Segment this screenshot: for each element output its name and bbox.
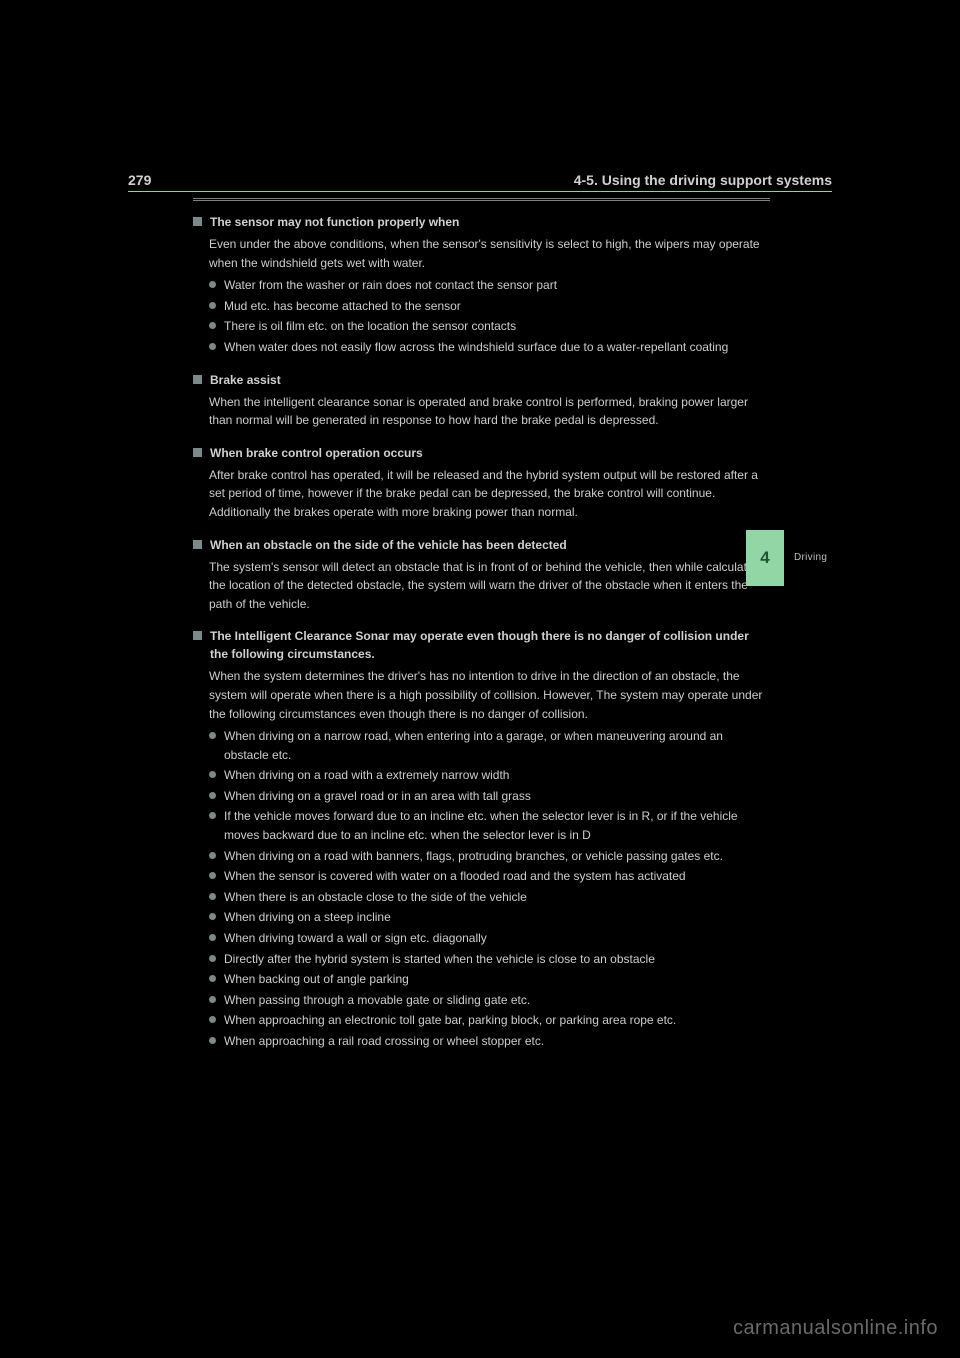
bullet-dot-icon xyxy=(209,812,216,819)
bullet-dot-icon xyxy=(209,975,216,982)
bullet-item: There is oil film etc. on the location t… xyxy=(193,317,770,336)
bullet-item: Directly after the hybrid system is star… xyxy=(193,950,770,969)
bullet-dot-icon xyxy=(209,302,216,309)
heading-item: The Intelligent Clearance Sonar may oper… xyxy=(193,627,770,663)
bullet-text: Water from the washer or rain does not c… xyxy=(224,276,770,295)
heading-text: Brake assist xyxy=(210,371,770,389)
bullet-text: When backing out of angle parking xyxy=(224,970,770,989)
bullet-text: When driving on a narrow road, when ente… xyxy=(224,727,770,764)
bullet-dot-icon xyxy=(209,893,216,900)
bullet-item: When driving on a road with banners, fla… xyxy=(193,847,770,866)
chapter-number: 4 xyxy=(760,548,769,568)
square-marker-icon xyxy=(193,375,202,384)
bullet-dot-icon xyxy=(209,996,216,1003)
bullet-dot-icon xyxy=(209,934,216,941)
watermark: carmanualsonline.info xyxy=(733,1317,938,1340)
bullet-item: When backing out of angle parking xyxy=(193,970,770,989)
bullet-dot-icon xyxy=(209,792,216,799)
heading-text: The Intelligent Clearance Sonar may oper… xyxy=(210,627,770,663)
bullet-text: When driving on a road with a extremely … xyxy=(224,766,770,785)
square-marker-icon xyxy=(193,217,202,226)
page-header: 279 4-5. Using the driving support syste… xyxy=(128,172,832,192)
heading-text: The sensor may not function properly whe… xyxy=(210,213,770,231)
chapter-tab: 4 xyxy=(746,530,784,586)
bullet-dot-icon xyxy=(209,343,216,350)
bullet-text: When water does not easily flow across t… xyxy=(224,338,770,357)
bullet-dot-icon xyxy=(209,1016,216,1023)
bullet-dot-icon xyxy=(209,281,216,288)
bullet-dot-icon xyxy=(209,955,216,962)
bullet-text: When passing through a movable gate or s… xyxy=(224,991,770,1010)
manual-page: 279 4-5. Using the driving support syste… xyxy=(128,172,832,1053)
bullet-item: If the vehicle moves forward due to an i… xyxy=(193,807,770,844)
bullet-item: When water does not easily flow across t… xyxy=(193,338,770,357)
heading-item: The sensor may not function properly whe… xyxy=(193,213,770,231)
heading-item: When an obstacle on the side of the vehi… xyxy=(193,536,770,554)
bullet-text: When the sensor is covered with water on… xyxy=(224,867,770,886)
bullet-dot-icon xyxy=(209,771,216,778)
section-title: 4-5. Using the driving support systems xyxy=(574,172,832,188)
bullet-text: When there is an obstacle close to the s… xyxy=(224,888,770,907)
square-marker-icon xyxy=(193,448,202,457)
double-rule xyxy=(193,198,770,201)
bullet-dot-icon xyxy=(209,872,216,879)
paragraph: Even under the above conditions, when th… xyxy=(193,235,770,272)
bullet-text: When driving on a road with banners, fla… xyxy=(224,847,770,866)
bullet-text: When driving on a steep incline xyxy=(224,908,770,927)
bullet-item: When driving on a gravel road or in an a… xyxy=(193,787,770,806)
bullet-text: Mud etc. has become attached to the sens… xyxy=(224,297,770,316)
bullet-item: When driving toward a wall or sign etc. … xyxy=(193,929,770,948)
page-number: 279 xyxy=(128,172,151,188)
square-marker-icon xyxy=(193,540,202,549)
bullet-dot-icon xyxy=(209,732,216,739)
heading-item: When brake control operation occurs xyxy=(193,444,770,462)
heading-text: When an obstacle on the side of the vehi… xyxy=(210,536,770,554)
paragraph: The system's sensor will detect an obsta… xyxy=(193,558,770,614)
bullet-dot-icon xyxy=(209,913,216,920)
bullet-item: When driving on a steep incline xyxy=(193,908,770,927)
bullet-item: When passing through a movable gate or s… xyxy=(193,991,770,1010)
bullet-item: Water from the washer or rain does not c… xyxy=(193,276,770,295)
bullet-item: Mud etc. has become attached to the sens… xyxy=(193,297,770,316)
bullet-text: There is oil film etc. on the location t… xyxy=(224,317,770,336)
bullet-text: When driving toward a wall or sign etc. … xyxy=(224,929,770,948)
bullet-text: When approaching an electronic toll gate… xyxy=(224,1011,770,1030)
bullet-text: If the vehicle moves forward due to an i… xyxy=(224,807,770,844)
bullet-dot-icon xyxy=(209,1037,216,1044)
bullet-item: When driving on a narrow road, when ente… xyxy=(193,727,770,764)
bullet-text: When driving on a gravel road or in an a… xyxy=(224,787,770,806)
bullet-text: When approaching a rail road crossing or… xyxy=(224,1032,770,1051)
bullet-item: When driving on a road with a extremely … xyxy=(193,766,770,785)
bullet-item: When the sensor is covered with water on… xyxy=(193,867,770,886)
bullet-dot-icon xyxy=(209,322,216,329)
heading-item: Brake assist xyxy=(193,371,770,389)
paragraph: When the intelligent clearance sonar is … xyxy=(193,393,770,430)
bullet-item: When there is an obstacle close to the s… xyxy=(193,888,770,907)
bullet-text: Directly after the hybrid system is star… xyxy=(224,950,770,969)
square-marker-icon xyxy=(193,631,202,640)
bullet-item: When approaching an electronic toll gate… xyxy=(193,1011,770,1030)
chapter-label: Driving xyxy=(794,552,827,563)
bullet-item: When approaching a rail road crossing or… xyxy=(193,1032,770,1051)
page-content: The sensor may not function properly whe… xyxy=(128,198,832,1051)
heading-text: When brake control operation occurs xyxy=(210,444,770,462)
paragraph: After brake control has operated, it wil… xyxy=(193,466,770,522)
bullet-dot-icon xyxy=(209,852,216,859)
paragraph: When the system determines the driver's … xyxy=(193,667,770,723)
